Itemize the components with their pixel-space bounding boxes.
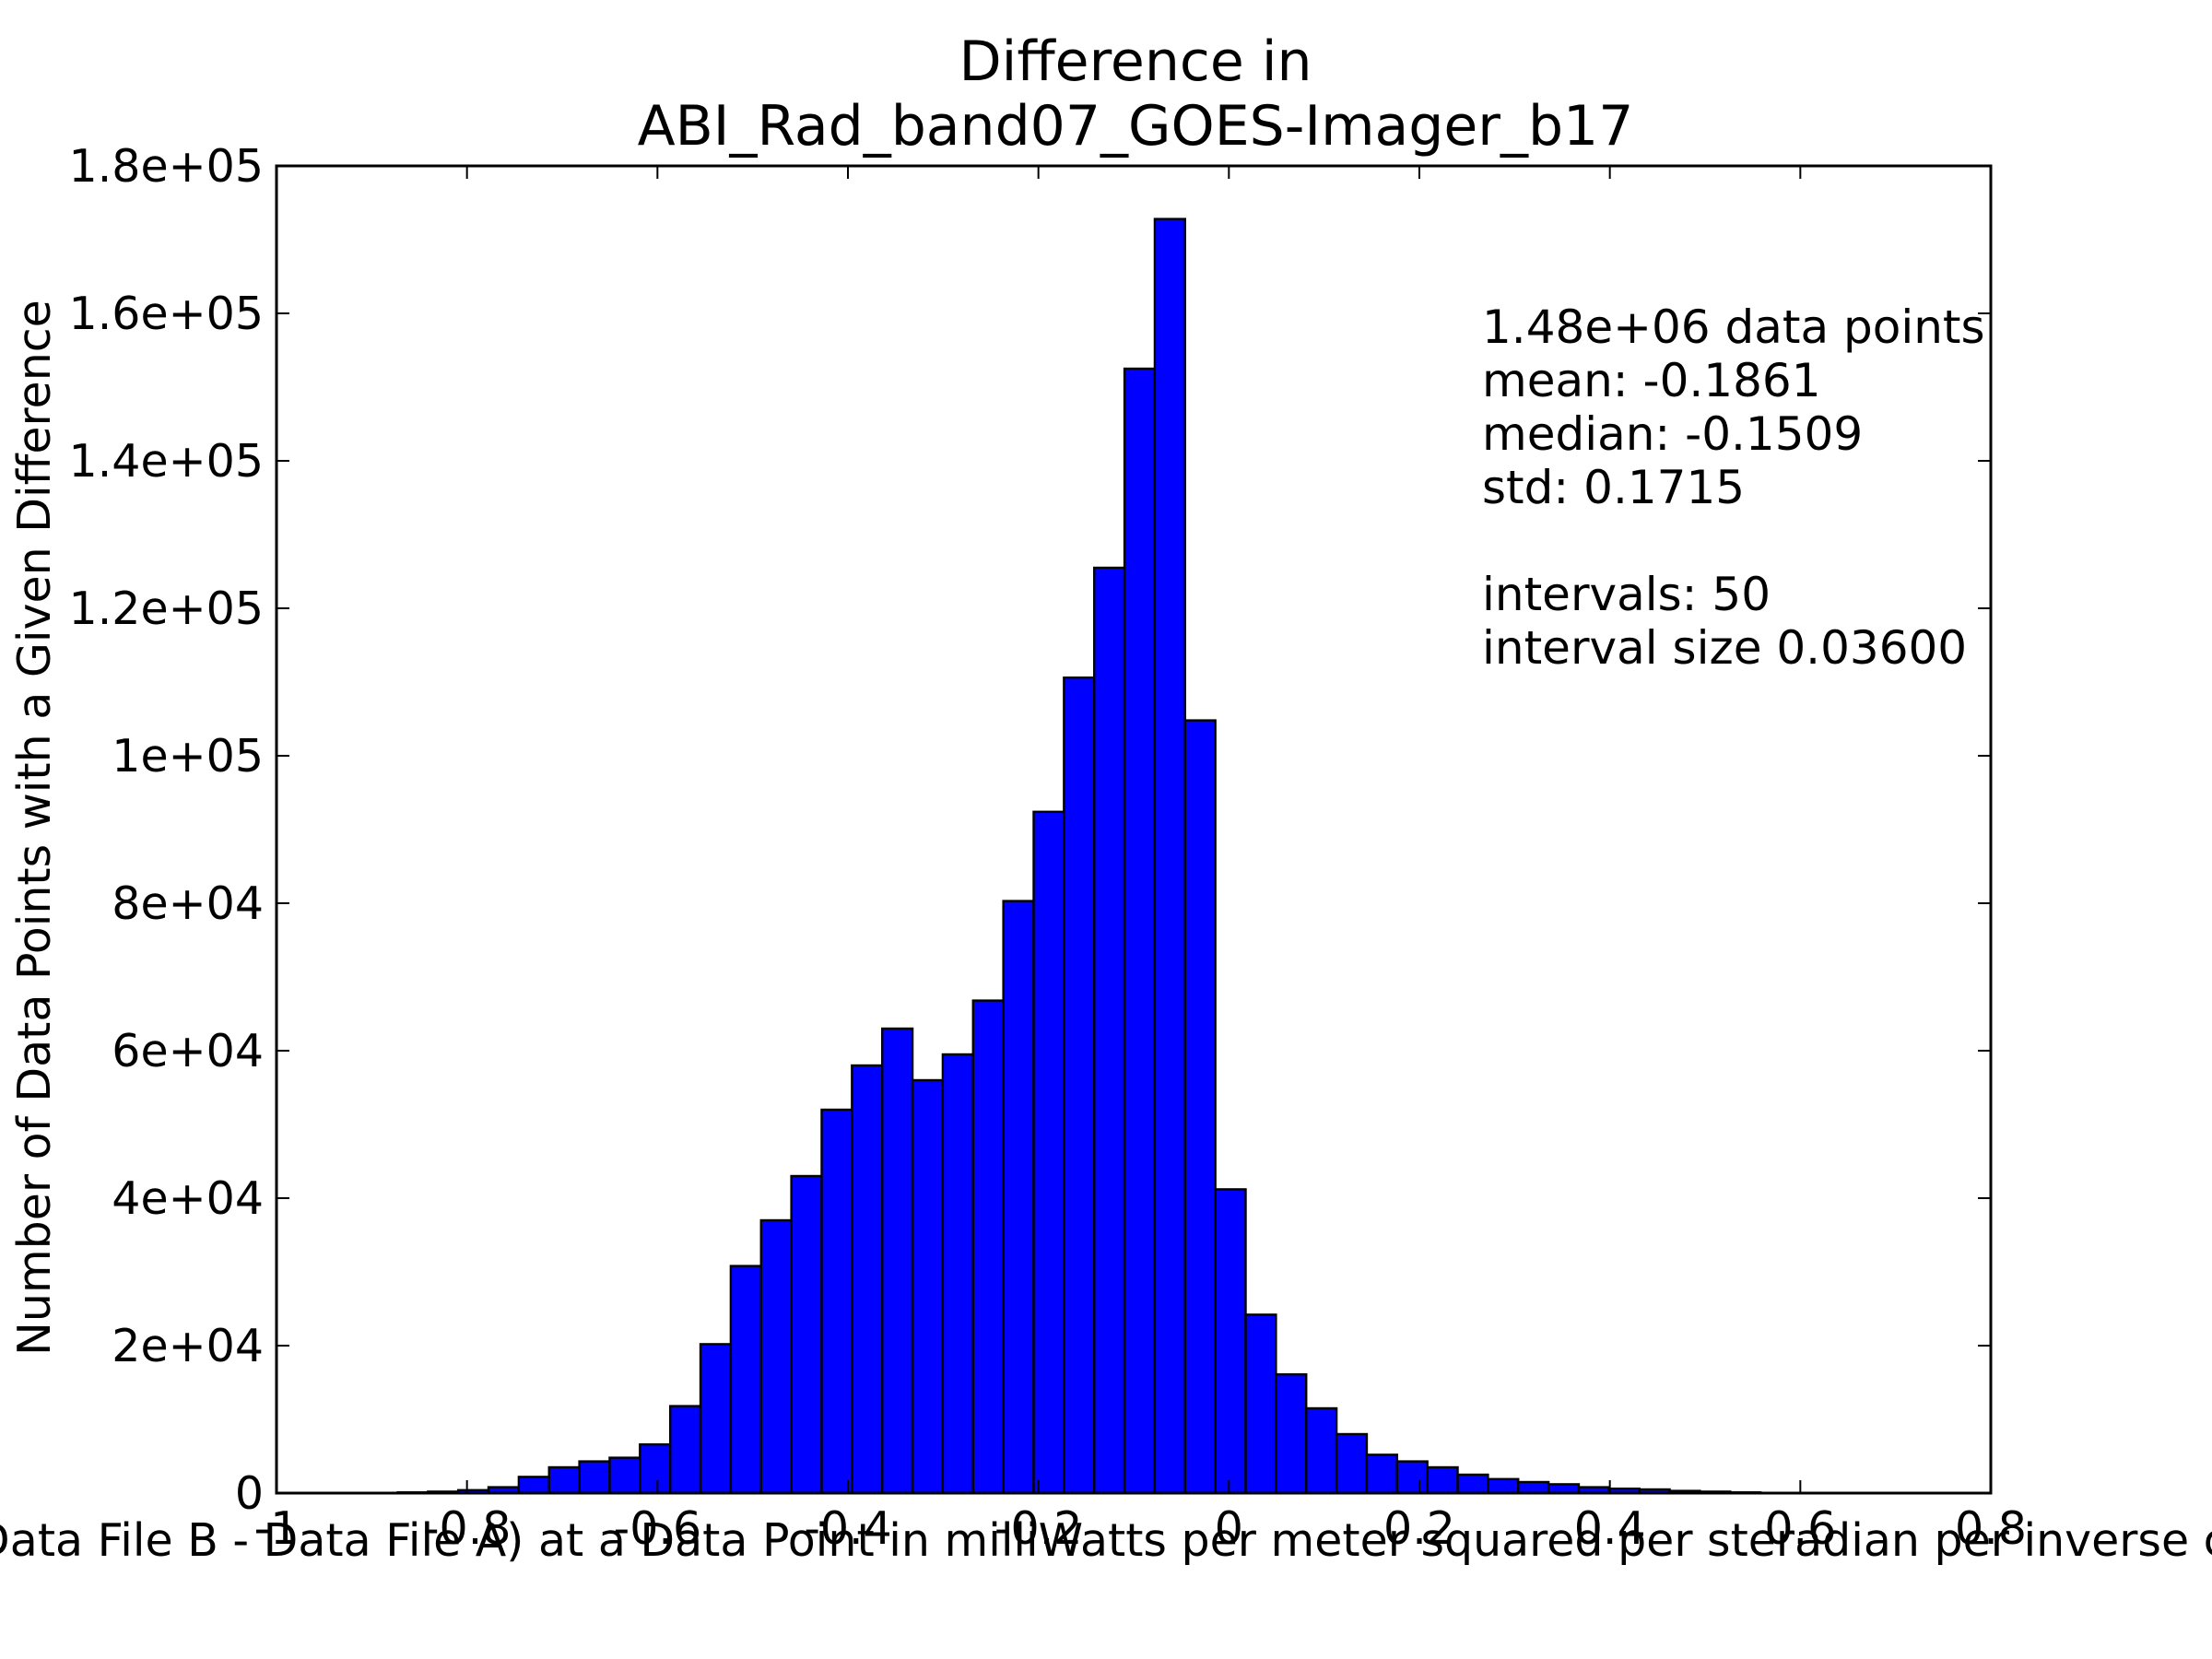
y-tick-label: 8e+04 (112, 877, 264, 930)
histogram-bar (1517, 1480, 1550, 1495)
y-tick-label: 1e+05 (112, 730, 264, 782)
histogram-bar (547, 1465, 581, 1495)
y-tick-label: 4e+04 (112, 1172, 264, 1225)
y-tick-label: 1.8e+05 (69, 140, 264, 193)
histogram-bar (639, 1442, 672, 1495)
x-tick-label: -0.4 (804, 1502, 892, 1555)
histogram-bar (1183, 719, 1217, 1495)
histogram-bar (1123, 367, 1157, 1495)
histogram-bar (941, 1053, 974, 1495)
histogram-bar (1214, 1188, 1247, 1495)
y-tick-label: 0 (235, 1467, 264, 1520)
x-tick-label: 0.4 (1574, 1502, 1646, 1555)
histogram-bar (578, 1460, 611, 1495)
stats-annotation-line: mean: -0.1861 (1482, 354, 1821, 407)
histogram-bar (911, 1078, 945, 1495)
x-tick-label: -0.8 (423, 1502, 512, 1555)
histogram-bar (881, 1027, 914, 1495)
stats-annotation-line: intervals: 50 (1482, 568, 1771, 621)
y-axis-label: Number of Data Points with a Given Diffe… (8, 300, 61, 1356)
histogram-bar (1365, 1453, 1399, 1495)
y-tick-label: 1.6e+05 (69, 288, 264, 340)
y-tick-label: 2e+04 (112, 1320, 264, 1372)
x-axis-label: Value of (Data File B - Data File A) at … (0, 1514, 2212, 1567)
y-tick-label: 1.4e+05 (69, 435, 264, 488)
histogram-bar (729, 1265, 762, 1495)
histogram-bar (1395, 1460, 1429, 1495)
histogram-bar (820, 1108, 853, 1495)
plot-frame (275, 164, 1993, 1495)
stats-annotation-line: 1.48e+06 data points (1482, 300, 1985, 354)
y-tick-label: 1.2e+05 (69, 582, 264, 635)
x-tick-label: 0.8 (1955, 1502, 2027, 1555)
histogram-bar (1487, 1477, 1520, 1495)
histogram-bar (608, 1456, 641, 1495)
stats-annotation-line: median: -0.1509 (1482, 407, 1863, 461)
histogram-bar (699, 1343, 733, 1495)
histogram-bar (1456, 1473, 1489, 1495)
x-tick-label: -0.6 (614, 1502, 702, 1555)
histogram-bar (851, 1064, 884, 1495)
x-tick-label: -0.2 (994, 1502, 1083, 1555)
histogram-bar (1305, 1406, 1338, 1495)
x-tick-label: 0.2 (1383, 1502, 1455, 1555)
chart-title-line-2: ABI_Rad_band07_GOES-Imager_b17 (638, 94, 1634, 159)
histogram-bar (971, 999, 1005, 1495)
histogram-bar (1244, 1313, 1277, 1495)
x-tick-label: -1 (254, 1502, 300, 1555)
x-tick-label: 0 (1215, 1502, 1243, 1555)
stats-annotation-line: interval size 0.03600 (1482, 621, 1967, 675)
histogram-bar (1032, 810, 1065, 1495)
histogram-bar (1093, 566, 1126, 1495)
axis-ticks: -1 -0.8 -0.6 -0.4 -0.2 0 0.2 0.4 0.6 0.8 0 2e+04 4e+… (69, 140, 2027, 1555)
histogram-bar (517, 1476, 550, 1495)
histogram-bar (1153, 218, 1186, 1495)
histogram-bar (759, 1218, 793, 1495)
stats-annotation-line: std: 0.1715 (1482, 461, 1745, 514)
histogram-bar (790, 1174, 823, 1495)
x-tick-label: 0.6 (1764, 1502, 1836, 1555)
histogram-bar (1335, 1432, 1369, 1495)
histogram-bar (1002, 900, 1035, 1495)
histogram-bar (1275, 1372, 1308, 1495)
chart-title-line-1: Difference in (959, 29, 1312, 94)
histogram-bar (1426, 1465, 1459, 1495)
y-tick-label: 6e+04 (112, 1025, 264, 1077)
histogram-bars (396, 218, 1762, 1495)
histogram-bar (1063, 677, 1096, 1495)
histogram-bar (668, 1405, 702, 1495)
